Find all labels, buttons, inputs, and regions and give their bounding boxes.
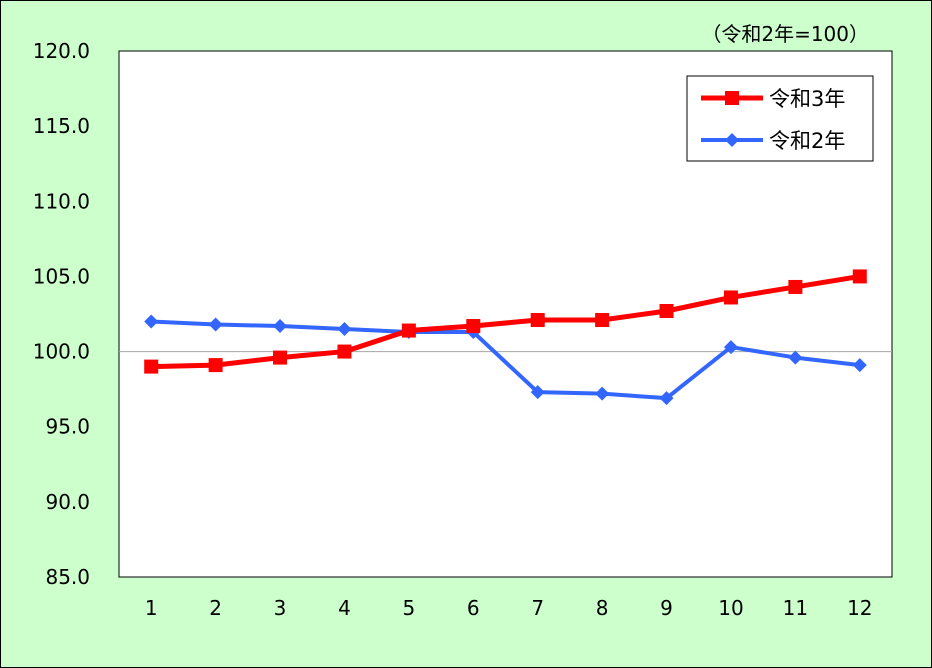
data-point-marker [723,290,738,305]
legend-swatch-marker [725,91,739,105]
legend-label: 令和3年 [769,87,845,111]
data-point-marker [595,313,610,328]
data-point-marker [659,391,674,406]
data-point-marker [852,269,867,284]
data-point-marker [144,314,159,329]
base-year-note: （令和2年=100） [701,22,869,46]
y-tick-label: 110.0 [33,189,90,213]
x-tick-label: 6 [467,596,480,620]
data-point-marker [208,317,223,332]
x-tick-label: 7 [531,596,544,620]
y-tick-label: 105.0 [33,264,90,288]
x-tick-label: 10 [718,596,743,620]
y-tick-label: 85.0 [45,565,90,589]
x-tick-label: 9 [660,596,673,620]
y-tick-label: 95.0 [45,415,90,439]
data-point-marker [466,319,481,334]
y-tick-label: 115.0 [33,114,90,138]
data-point-marker [401,323,416,338]
series-line [151,273,861,370]
data-point-marker [530,385,545,400]
series-layer [144,269,867,406]
y-tick-label: 100.0 [33,340,90,364]
y-tick-label: 120.0 [33,39,90,63]
data-point-marker [144,359,159,374]
series-line [151,319,861,401]
data-point-marker [337,322,352,337]
x-tick-label: 4 [338,596,351,620]
data-point-marker [852,358,867,373]
data-point-marker [659,303,674,318]
legend-label: 令和2年 [769,129,845,153]
data-point-marker [208,358,223,373]
legend-box [686,75,874,162]
legend-swatch-marker [725,133,739,147]
data-point-marker [595,386,610,401]
x-tick-label: 8 [596,596,609,620]
data-point-marker [273,350,288,365]
data-point-marker [337,344,352,359]
y-axis-tick-labels: 85.0 90.0 95.0 100.0 105.0 110.0 115.0 120.0 [33,39,90,589]
x-tick-label: 12 [847,596,872,620]
x-tick-label: 5 [403,596,416,620]
series-reiwa3 [144,269,867,374]
y-tick-label: 90.0 [45,490,90,514]
data-point-marker [788,279,803,294]
x-tick-label: 11 [783,596,808,620]
x-tick-label: 2 [209,596,222,620]
data-point-marker [723,340,738,355]
data-point-marker [273,319,288,334]
x-tick-label: 3 [274,596,287,620]
data-point-marker [530,313,545,328]
data-point-marker [788,350,803,365]
x-tick-label: 1 [145,596,158,620]
x-axis-tick-labels: 1 2 3 4 5 6 7 8 9 10 11 12 [145,596,873,620]
